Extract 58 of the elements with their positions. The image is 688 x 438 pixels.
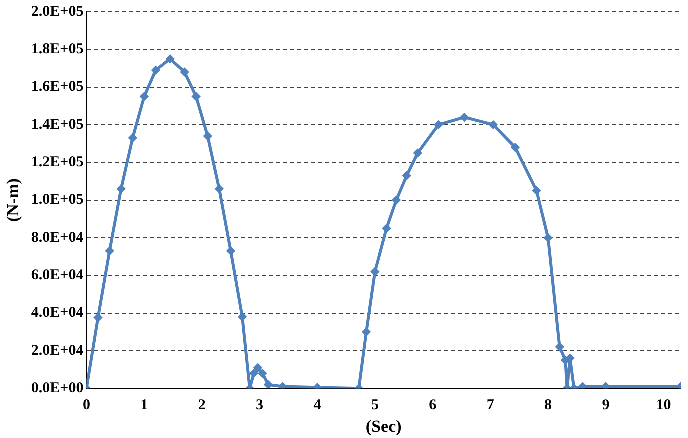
y-tick-label: 1.8E+05: [31, 42, 84, 58]
point: [511, 144, 520, 152]
y-tick-label: 2.0E+04: [31, 342, 84, 359]
x-tick-label: 8: [544, 397, 552, 414]
point: [402, 172, 411, 180]
point: [414, 149, 422, 158]
point: [204, 132, 212, 140]
y-tick-label: 2.0E+05: [31, 4, 84, 20]
x-tick-label: 0: [82, 397, 90, 414]
x-tick-label: 4: [314, 397, 322, 414]
point: [544, 234, 552, 242]
y-tick-label: 1.6E+05: [31, 79, 84, 96]
point: [117, 185, 126, 193]
point: [602, 382, 610, 389]
y-tick-label: 1.0E+05: [31, 192, 84, 208]
point: [238, 313, 246, 322]
point: [215, 185, 224, 193]
x-tick-label: 10: [656, 397, 672, 414]
x-tick-label: 3: [256, 397, 264, 414]
x-tick-label: 6: [429, 397, 438, 414]
y-tick-label: 6.0E+04: [31, 267, 84, 284]
point: [264, 380, 272, 389]
point: [489, 120, 498, 129]
point: [532, 186, 541, 195]
point: [250, 370, 258, 378]
point: [434, 120, 443, 129]
x-tick-label: 7: [486, 397, 495, 414]
point: [192, 92, 200, 101]
point: [140, 92, 148, 101]
point: [106, 247, 114, 256]
point: [578, 382, 587, 389]
y-tick-label: 0.0E+00: [31, 380, 84, 396]
point: [278, 382, 287, 389]
point: [460, 113, 469, 122]
y-tick-label: 8.0E+04: [31, 230, 84, 246]
point: [371, 268, 380, 276]
x-tick-label: 2: [198, 397, 206, 414]
y-tick-label: 4.0E+04: [31, 305, 84, 322]
point: [254, 364, 262, 372]
point: [226, 247, 235, 256]
x-tick-label: 9: [602, 397, 610, 414]
point: [258, 370, 267, 378]
point: [362, 328, 371, 336]
point: [566, 354, 574, 362]
point: [180, 68, 189, 76]
point: [128, 134, 137, 142]
y-axis-title: (N-m): [4, 178, 23, 222]
point: [392, 196, 401, 204]
x-tick-label: 5: [371, 397, 379, 414]
y-tick-label: 1.4E+05: [31, 116, 84, 133]
point: [152, 66, 160, 74]
y-tick-label: 1.2E+05: [31, 154, 84, 171]
point: [556, 343, 564, 352]
x-tick-label: 1: [140, 397, 148, 414]
point: [94, 314, 102, 322]
point: [382, 224, 391, 233]
x-axis-title: (Sec): [366, 417, 402, 436]
point: [166, 55, 174, 64]
